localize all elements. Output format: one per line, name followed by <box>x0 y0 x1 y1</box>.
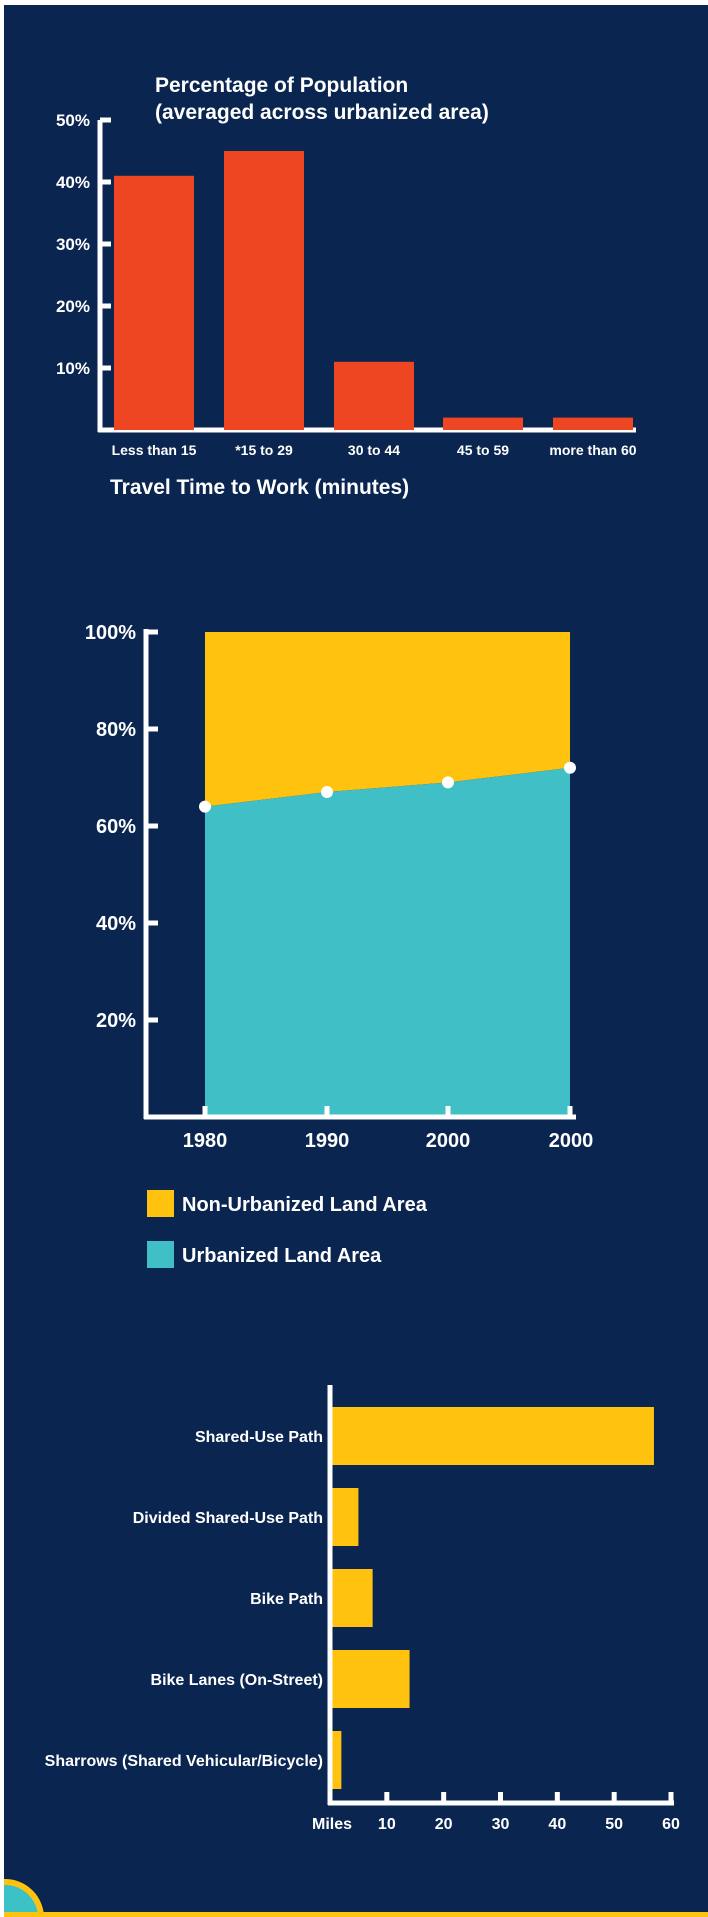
x-tick-label: 50 <box>605 1816 623 1833</box>
y-tick-label: 40% <box>56 173 90 192</box>
bar <box>334 361 414 430</box>
x-axis-title: Travel Time to Work (minutes) <box>110 476 409 499</box>
x-category-label: *15 to 29 <box>235 442 293 458</box>
x-tick-label: 60 <box>662 1816 680 1833</box>
travel-time-bar-chart: Percentage of Population (averaged across… <box>56 74 637 499</box>
bar <box>330 1650 410 1708</box>
non-urbanized-area <box>205 632 570 807</box>
x-tick-label: 1980 <box>183 1130 228 1152</box>
x-tick-label: 20 <box>435 1816 453 1833</box>
category-label: Bike Path <box>250 1591 323 1608</box>
x-tick-label: 1990 <box>305 1130 350 1152</box>
y-tick-label: 60% <box>96 816 136 838</box>
bar <box>330 1731 342 1789</box>
urbanized-area <box>205 767 570 1117</box>
x-tick-label: 2000 <box>426 1130 471 1152</box>
infographic-panel: Percentage of Population (averaged across… <box>4 5 708 1917</box>
y-tick-label: 40% <box>96 913 136 935</box>
legend-label: Urbanized Land Area <box>182 1245 382 1267</box>
chart-title-line: (averaged across urbanized area) <box>155 101 489 124</box>
bar <box>224 151 304 430</box>
y-tick-label: 100% <box>85 622 136 644</box>
x-category-label: Less than 15 <box>112 442 197 458</box>
bar <box>114 175 194 430</box>
y-tick-label: 30% <box>56 235 90 254</box>
x-tick-label: 40 <box>548 1816 566 1833</box>
data-point-marker <box>321 786 333 799</box>
x-category-label: 45 to 59 <box>457 442 509 458</box>
x-category-label: 30 to 44 <box>348 442 400 458</box>
y-tick-label: 50% <box>56 111 90 130</box>
x-tick-label: 2000 <box>549 1130 594 1152</box>
category-label: Shared-Use Path <box>195 1429 323 1446</box>
x-tick-label: 30 <box>492 1816 510 1833</box>
data-point-marker <box>199 800 211 813</box>
data-point-marker <box>564 761 576 774</box>
bike-facility-miles-bar-chart: Shared-Use Path Divided Shared-Use Path Bi… <box>45 1385 680 1833</box>
category-label: Bike Lanes (On-Street) <box>151 1672 323 1689</box>
bar <box>330 1407 654 1465</box>
x-unit-label: Miles <box>312 1816 352 1833</box>
bar <box>443 417 523 430</box>
chart-title-line: Percentage of Population <box>155 74 408 97</box>
legend-label: Non-Urbanized Land Area <box>182 1194 428 1216</box>
y-tick-label: 20% <box>96 1010 136 1032</box>
data-point-marker <box>442 776 454 789</box>
legend-swatch <box>147 1241 174 1268</box>
legend-swatch <box>147 1190 174 1217</box>
y-tick-label: 10% <box>56 359 90 378</box>
land-area-stacked-area-chart: 20% 40% 60% 80% 100% 1980 1990 2000 2000 Non-Urba… <box>85 622 594 1268</box>
bar <box>330 1488 359 1546</box>
category-label: Divided Shared-Use Path <box>133 1510 323 1527</box>
y-tick-label: 20% <box>56 297 90 316</box>
y-tick-label: 80% <box>96 719 136 741</box>
category-label: Sharrows (Shared Vehicular/Bicycle) <box>45 1753 323 1770</box>
bar <box>553 417 633 430</box>
bar <box>330 1569 373 1627</box>
x-tick-label: 10 <box>378 1816 396 1833</box>
x-category-label: more than 60 <box>549 442 636 458</box>
bottom-accent-strip <box>4 1912 708 1917</box>
